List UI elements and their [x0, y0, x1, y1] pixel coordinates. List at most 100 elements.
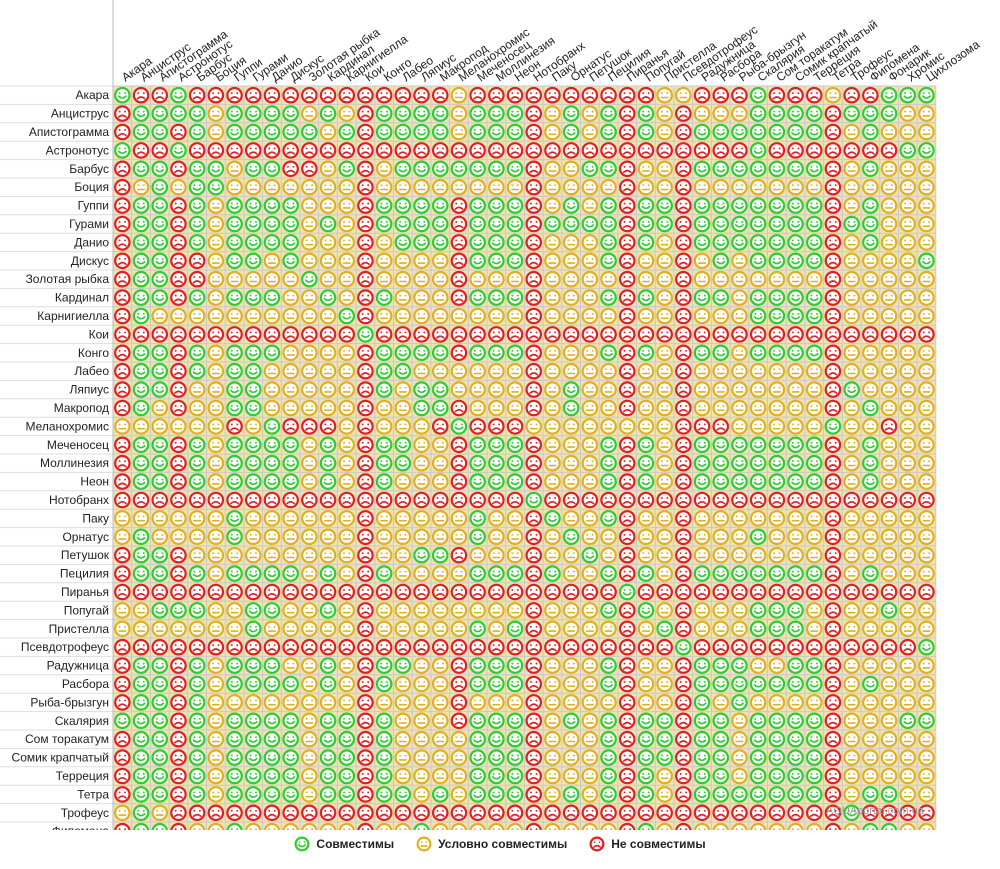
heatmap-cell	[637, 381, 655, 398]
heatmap-cell	[282, 105, 299, 122]
heatmap-cell	[899, 142, 917, 159]
heatmap-cell	[824, 657, 842, 674]
heatmap-cell	[581, 344, 599, 362]
row-label: Пецилия	[60, 567, 109, 581]
heatmap-cell	[263, 418, 281, 435]
heatmap-cell	[506, 160, 524, 178]
heatmap-cell	[562, 86, 580, 104]
heatmap-cell	[506, 712, 524, 730]
heatmap-cell	[731, 252, 748, 270]
heatmap-cell	[488, 822, 505, 830]
heatmap-cell	[431, 142, 449, 159]
heatmap-cell	[562, 362, 580, 380]
heatmap-cell	[787, 675, 804, 693]
heatmap-cell	[787, 344, 804, 362]
heatmap-cell	[544, 491, 561, 509]
heatmap-cell	[431, 638, 449, 656]
heatmap-cell	[656, 86, 673, 104]
heatmap-cell	[824, 381, 842, 398]
heatmap-cell	[581, 620, 599, 638]
heatmap-cell	[768, 142, 786, 159]
heatmap-cell	[918, 86, 935, 104]
heatmap-cell	[581, 123, 599, 141]
heatmap-cell	[207, 289, 225, 306]
heatmap-cell	[319, 491, 337, 509]
heatmap-cell	[862, 510, 879, 527]
heatmap-cell	[263, 178, 281, 196]
heatmap-cell	[749, 638, 767, 656]
heatmap-cell	[338, 142, 356, 159]
heatmap-cell	[675, 399, 692, 417]
heatmap-cell	[618, 749, 636, 766]
heatmap-cell	[413, 804, 430, 822]
heatmap-cell	[338, 528, 356, 546]
heatmap-cell	[282, 142, 299, 159]
heatmap-cell	[656, 546, 673, 564]
heatmap-cell	[880, 528, 898, 546]
heatmap-cell	[357, 344, 374, 362]
heatmap-cell	[525, 86, 543, 104]
heatmap-cell	[600, 289, 617, 306]
heatmap-cell	[282, 694, 299, 711]
heatmap-cell	[263, 767, 281, 785]
heatmap-cell	[114, 822, 131, 830]
row-label: Сомик крапчатый	[12, 751, 109, 765]
heatmap-cell	[637, 399, 655, 417]
heatmap-cell	[693, 620, 711, 638]
heatmap-cell	[693, 473, 711, 490]
heatmap-cell	[301, 786, 318, 803]
heatmap-cell	[244, 436, 262, 454]
heatmap-cell	[600, 767, 617, 785]
heatmap-cell	[282, 657, 299, 674]
heatmap-cell	[338, 657, 356, 674]
heatmap-cell	[656, 786, 673, 803]
heatmap-cell	[768, 289, 786, 306]
heatmap-cell	[375, 454, 393, 472]
heatmap-cell	[918, 399, 935, 417]
heatmap-cell	[805, 749, 823, 766]
heatmap-cell	[843, 326, 860, 343]
heatmap-cell	[151, 786, 169, 803]
heatmap-cell	[338, 730, 356, 748]
heatmap-cell	[731, 399, 748, 417]
heatmap-cell	[675, 602, 692, 619]
heatmap-cell	[656, 473, 673, 490]
heatmap-cell	[731, 270, 748, 288]
heatmap-cell	[432, 822, 449, 830]
heatmap-cell	[488, 620, 505, 638]
heatmap-cell	[693, 178, 711, 196]
heatmap-cell	[600, 730, 617, 748]
heatmap-cell	[188, 510, 206, 527]
heatmap-cell	[357, 362, 374, 380]
heatmap-cell	[488, 583, 505, 601]
heatmap-cell	[301, 583, 318, 601]
heatmap-cell	[132, 767, 150, 785]
heatmap-cell	[488, 326, 505, 343]
heatmap-cell	[544, 326, 561, 343]
heatmap-cell	[301, 436, 318, 454]
heatmap-cell	[562, 491, 580, 509]
heatmap-cell	[693, 399, 711, 417]
heatmap-cell	[525, 326, 543, 343]
heatmap-cell	[450, 638, 468, 656]
heatmap-cell	[862, 362, 879, 380]
heatmap-cell	[675, 123, 692, 141]
heatmap-cell	[244, 546, 262, 564]
heatmap-cell	[656, 344, 673, 362]
heatmap-cell	[244, 749, 262, 766]
heatmap-cell	[618, 197, 636, 214]
heatmap-cell	[843, 289, 860, 306]
heatmap-cell	[843, 197, 860, 214]
heatmap-cell	[301, 804, 318, 822]
heatmap-cell	[114, 565, 131, 582]
row-label: Акара	[75, 88, 109, 102]
heatmap-cell	[562, 675, 580, 693]
heatmap-cell	[114, 454, 131, 472]
heatmap-cell	[525, 767, 543, 785]
heatmap-cell	[562, 105, 580, 122]
heatmap-cell	[431, 565, 449, 582]
heatmap-cell	[843, 730, 860, 748]
heatmap-cell	[562, 565, 580, 582]
heatmap-cell	[805, 510, 823, 527]
heatmap-cell	[712, 234, 730, 251]
